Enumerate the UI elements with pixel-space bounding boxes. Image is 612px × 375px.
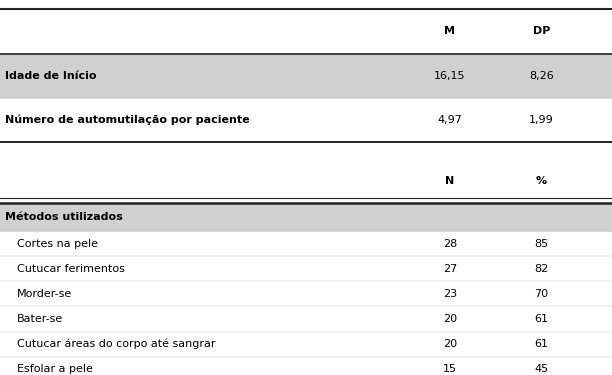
Text: 82: 82 bbox=[534, 264, 549, 274]
Text: 70: 70 bbox=[534, 289, 549, 299]
Text: 27: 27 bbox=[442, 264, 457, 274]
Text: 45: 45 bbox=[534, 364, 549, 374]
Text: 23: 23 bbox=[442, 289, 457, 299]
Text: Número de automutilação por paciente: Número de automutilação por paciente bbox=[5, 115, 250, 125]
Text: M: M bbox=[444, 27, 455, 36]
Text: Métodos utilizados: Métodos utilizados bbox=[5, 212, 122, 222]
Text: 61: 61 bbox=[535, 314, 548, 324]
Text: Cortes na pele: Cortes na pele bbox=[17, 238, 98, 249]
Bar bbox=[0, 203, 612, 231]
Text: %: % bbox=[536, 176, 547, 186]
Text: DP: DP bbox=[533, 27, 550, 36]
Text: 4,97: 4,97 bbox=[438, 115, 462, 125]
Text: N: N bbox=[445, 176, 455, 186]
Text: Idade de Início: Idade de Início bbox=[5, 71, 97, 81]
Text: 28: 28 bbox=[442, 238, 457, 249]
Text: 1,99: 1,99 bbox=[529, 115, 554, 125]
Text: Esfolar a pele: Esfolar a pele bbox=[17, 364, 93, 374]
Text: Cutucar ferimentos: Cutucar ferimentos bbox=[17, 264, 125, 274]
Text: 61: 61 bbox=[535, 339, 548, 349]
Text: 8,26: 8,26 bbox=[529, 71, 554, 81]
Text: 20: 20 bbox=[442, 314, 457, 324]
Text: Bater-se: Bater-se bbox=[17, 314, 64, 324]
Text: 16,15: 16,15 bbox=[434, 71, 466, 81]
Text: 15: 15 bbox=[443, 364, 457, 374]
Text: Morder-se: Morder-se bbox=[17, 289, 72, 299]
Bar bbox=[0, 54, 612, 98]
Text: 20: 20 bbox=[442, 339, 457, 349]
Text: Cutucar áreas do corpo até sangrar: Cutucar áreas do corpo até sangrar bbox=[17, 339, 215, 350]
Text: 85: 85 bbox=[534, 238, 549, 249]
